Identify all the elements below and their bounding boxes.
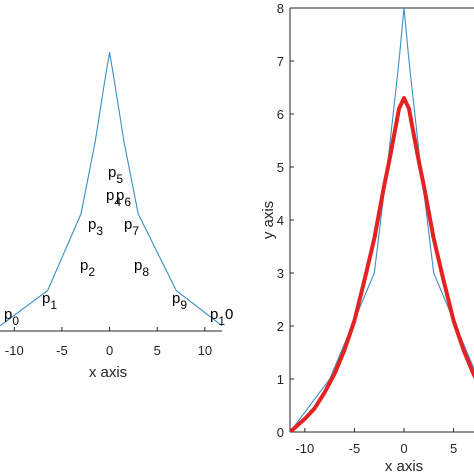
right-y-tick-label: 1 bbox=[277, 372, 284, 387]
right-x-tick-label: 5 bbox=[450, 441, 457, 456]
left-x-tick-label: -10 bbox=[5, 343, 24, 358]
point-label-p7: p7 bbox=[124, 216, 139, 238]
point-label-p5: p5 bbox=[108, 164, 123, 186]
right-y-tick-label: 0 bbox=[277, 425, 284, 440]
right-x-tick-label: -10 bbox=[295, 441, 314, 456]
right-y-axis-title: y axis bbox=[260, 201, 277, 239]
point-label-p3: p3 bbox=[88, 216, 103, 238]
right-x-ticks: -10 -5 0 5 bbox=[295, 428, 457, 456]
right-control-polygon-line bbox=[290, 7, 474, 432]
right-y-tick-label: 7 bbox=[277, 54, 284, 69]
left-x-tick-label: 0 bbox=[106, 343, 113, 358]
left-x-axis-title: x axis bbox=[89, 364, 127, 381]
right-y-tick-label: 8 bbox=[277, 1, 284, 16]
point-label-p0: p0 bbox=[4, 306, 19, 328]
left-series bbox=[0, 52, 223, 327]
point-label-p2: p2 bbox=[80, 257, 95, 279]
right-y-ticks: 0 1 2 3 4 5 6 7 8 bbox=[277, 1, 294, 440]
right-y-tick-label: 5 bbox=[277, 160, 284, 175]
left-x-tick-label: 10 bbox=[198, 343, 212, 358]
right-chart: 0 1 2 3 4 5 6 7 8 -10 -5 0 5 y axis x axis bbox=[260, 1, 474, 474]
right-y-tick-label: 2 bbox=[277, 319, 284, 334]
point-label-p9: p9 bbox=[172, 290, 187, 312]
right-smooth-curve-line bbox=[290, 96, 474, 432]
right-series bbox=[290, 7, 474, 432]
point-label-p6: p6 bbox=[116, 187, 131, 209]
left-series-line bbox=[0, 52, 223, 327]
left-x-ticks: -10 -5 0 5 10 bbox=[5, 327, 212, 358]
right-y-tick-label: 4 bbox=[277, 213, 284, 228]
right-y-tick-label: 6 bbox=[277, 107, 284, 122]
right-x-tick-label: -5 bbox=[349, 441, 361, 456]
right-y-tick-label: 3 bbox=[277, 266, 284, 281]
point-label-p4: p4 bbox=[106, 187, 121, 209]
right-x-tick-label: 0 bbox=[400, 441, 407, 456]
point-label-p1: p1 bbox=[42, 290, 57, 312]
point-label-p10: p10 bbox=[210, 306, 233, 328]
left-x-tick-label: -5 bbox=[56, 343, 68, 358]
right-x-axis-title: x axis bbox=[385, 458, 423, 474]
point-label-p8: p8 bbox=[134, 257, 149, 279]
left-x-tick-label: 5 bbox=[154, 343, 161, 358]
